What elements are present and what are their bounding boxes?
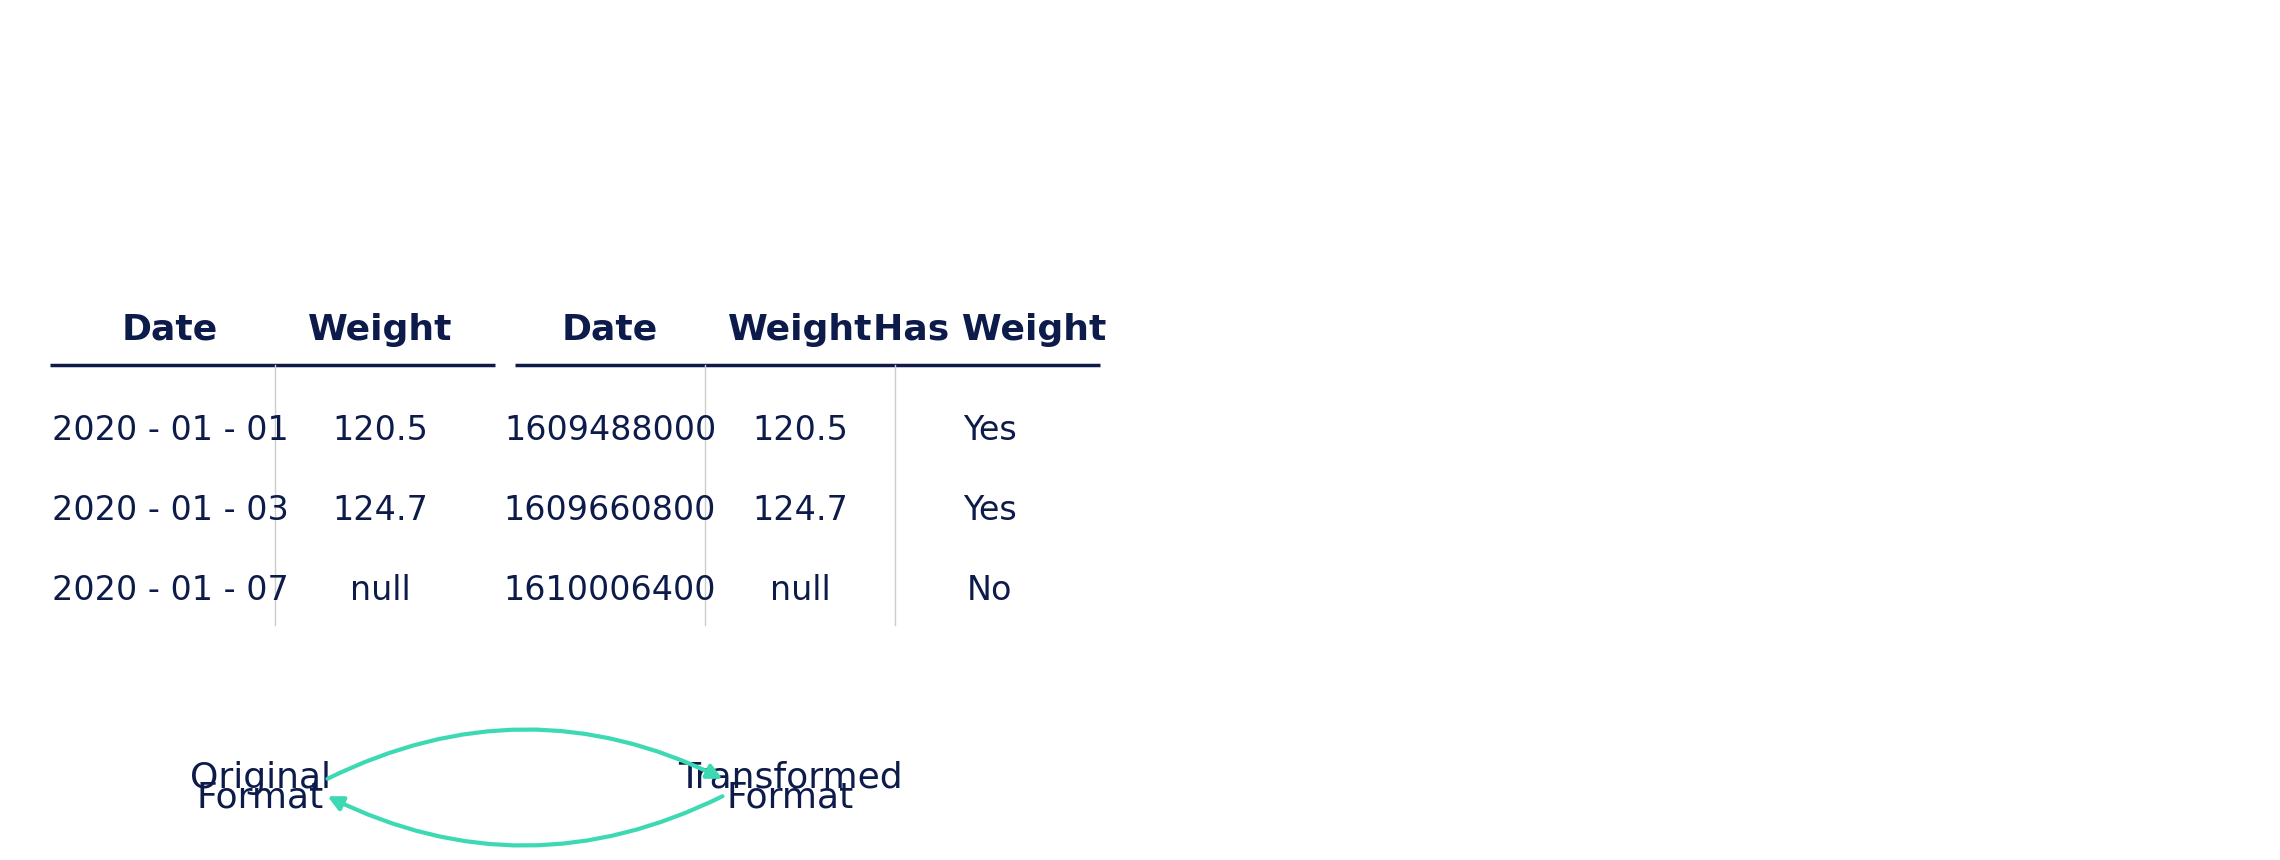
Text: 120.5: 120.5 [333,414,429,446]
Text: 124.7: 124.7 [333,494,429,526]
Text: 1610006400: 1610006400 [504,574,716,606]
Text: Date: Date [121,313,219,347]
Text: 1609660800: 1609660800 [504,494,716,526]
Text: 124.7: 124.7 [752,494,848,526]
Text: 2020 - 01 - 01: 2020 - 01 - 01 [52,414,287,446]
Text: Has Weight: Has Weight [873,313,1106,347]
Text: Yes: Yes [962,494,1017,526]
Text: Weight: Weight [308,313,451,347]
Text: null: null [771,574,830,606]
Text: Format: Format [727,780,853,814]
Text: Original: Original [189,761,331,795]
Text: No: No [967,574,1012,606]
Text: Yes: Yes [962,414,1017,446]
Text: 120.5: 120.5 [752,414,848,446]
Text: Date: Date [561,313,659,347]
Text: Format: Format [196,780,324,814]
Text: Weight: Weight [727,313,873,347]
Text: Transformed: Transformed [677,761,903,795]
Text: 2020 - 01 - 03: 2020 - 01 - 03 [52,494,287,526]
Text: 1609488000: 1609488000 [504,414,716,446]
Text: 2020 - 01 - 07: 2020 - 01 - 07 [52,574,287,606]
Text: null: null [349,574,410,606]
